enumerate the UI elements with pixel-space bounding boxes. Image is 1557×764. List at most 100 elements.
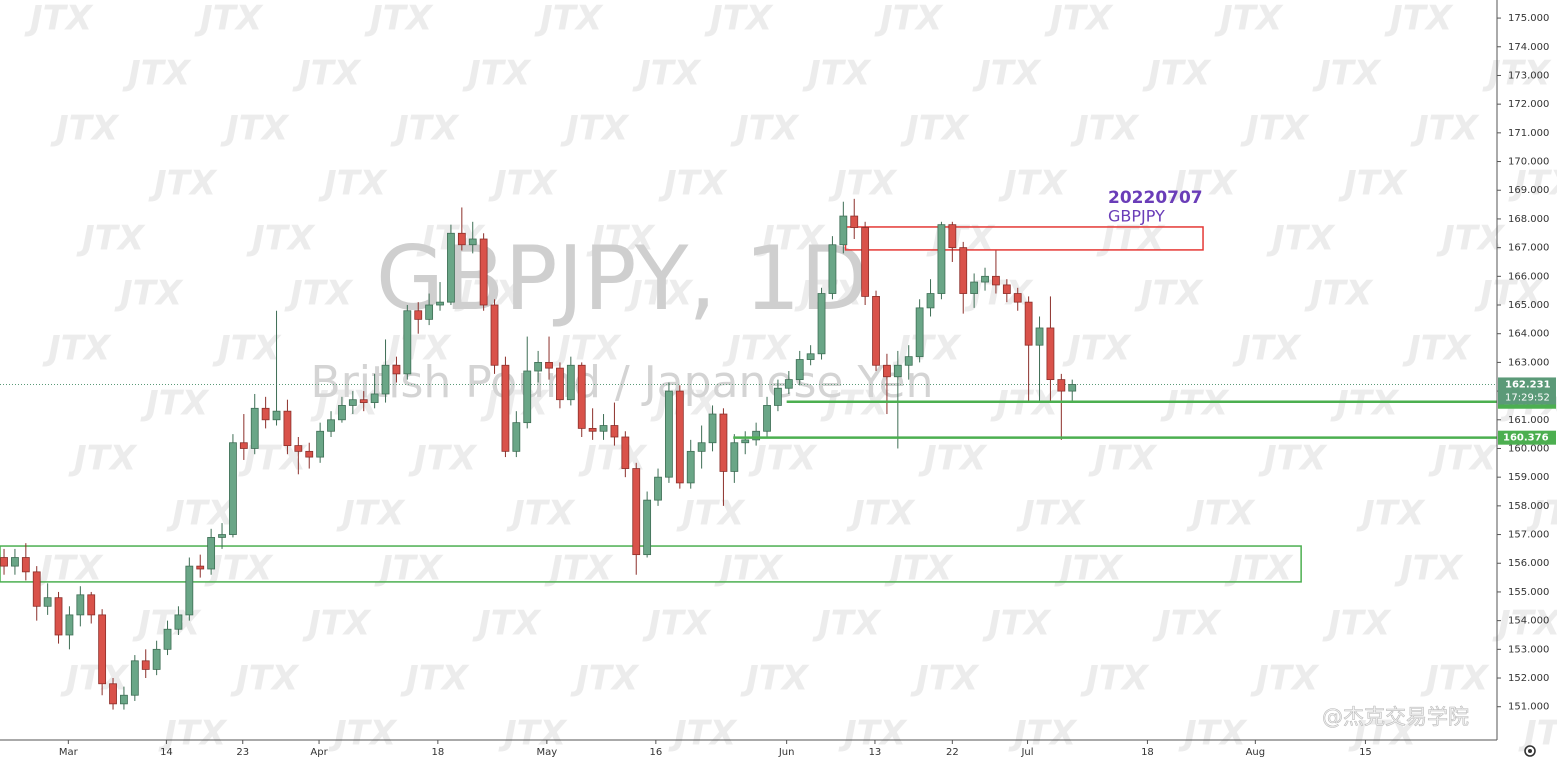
jtx-watermark: JTX [238, 439, 308, 479]
jtx-watermark: JTX [704, 0, 774, 39]
candle-body [425, 304, 434, 320]
candle-body [1024, 301, 1033, 346]
jtx-watermark: JTX [42, 329, 112, 369]
credit-watermark: @杰克交易学院 [1322, 705, 1469, 729]
jtx-watermark: JTX [1232, 329, 1302, 369]
candle-body [545, 361, 553, 369]
jtx-watermark: JTX [284, 274, 354, 314]
jtx-watermark: JTX [1160, 384, 1230, 424]
jtx-watermark: JTX [24, 0, 94, 39]
y-tick-label: 172.000 [1508, 99, 1549, 110]
candle-body [392, 364, 401, 375]
jtx-watermark: JTX [1088, 439, 1158, 479]
candle-body [839, 215, 848, 246]
jtx-watermark: JTX [1178, 714, 1248, 754]
candle-body [632, 468, 641, 556]
jtx-watermark: JTX [740, 659, 810, 699]
annotation-date: 20220707 [1108, 188, 1203, 208]
jtx-watermark: JTX [900, 109, 970, 149]
candle-body [1057, 379, 1066, 392]
candle-body [883, 364, 891, 378]
candle-body [11, 557, 19, 567]
jtx-watermark: JTX [756, 219, 826, 259]
jtx-watermark: JTX [1152, 604, 1222, 644]
candle-body [970, 281, 979, 294]
jtx-watermark: JTX [748, 439, 818, 479]
candle-body [774, 387, 782, 406]
jtx-watermark: JTX [972, 54, 1042, 94]
candle-body [730, 442, 739, 472]
jtx-watermark: JTX [1330, 384, 1400, 424]
jtx-watermark: JTX [624, 274, 694, 314]
candle-body [294, 445, 303, 452]
y-tick-label: 171.000 [1508, 128, 1549, 139]
settings-icon[interactable] [1524, 745, 1536, 757]
y-tick-label: 163.000 [1508, 357, 1549, 368]
candle-body [1046, 327, 1055, 381]
jtx-watermark: JTX [1508, 164, 1557, 204]
candle-body [207, 537, 216, 570]
candle-body [316, 430, 325, 458]
candle-body [229, 442, 237, 535]
jtx-watermark: JTX [1008, 714, 1078, 754]
jtx-watermark: JTX [68, 439, 138, 479]
plot [0, 198, 1497, 710]
jtx-watermark: JTX [246, 219, 316, 259]
annotation-symbol: GBPJPY [1108, 207, 1165, 226]
candle-body [141, 660, 150, 670]
x-tick-label: May [537, 747, 558, 758]
jtx-watermark: JTX [1428, 439, 1498, 479]
candle-body [643, 499, 652, 556]
jtx-watermark: JTX [1526, 494, 1557, 534]
candle-body [556, 367, 564, 401]
jtx-watermark: JTX [1312, 54, 1382, 94]
jtx-watermark: JTX [730, 109, 800, 149]
y-tick-label: 164.000 [1508, 329, 1549, 340]
x-tick-label: 22 [946, 747, 959, 758]
candle-body [599, 425, 608, 432]
x-tick-label: 15 [1359, 747, 1372, 758]
candle-body [992, 275, 1000, 286]
jtx-watermark: JTX [998, 164, 1068, 204]
y-tick-label: 153.000 [1508, 644, 1549, 655]
jtx-watermark: JTX [1356, 494, 1426, 534]
jtx-watermark: JTX [506, 494, 576, 534]
candle-body [272, 410, 281, 421]
y-tick-label: 173.000 [1508, 70, 1549, 81]
candle-body [479, 238, 488, 306]
jtx-watermark: JTX [918, 439, 988, 479]
x-tick-label: 13 [869, 747, 882, 758]
candle-body [348, 399, 357, 406]
candle-body [893, 364, 902, 378]
last-price-box [1498, 377, 1556, 405]
jtx-watermark: JTX [1266, 219, 1336, 259]
candle-body [98, 614, 107, 685]
jtx-watermark: JTX [838, 714, 908, 754]
jtx-watermark: JTX [1402, 329, 1472, 369]
candle-body [130, 660, 139, 696]
jtx-watermark: JTX [632, 54, 702, 94]
jtx-watermark: JTX [828, 164, 898, 204]
countdown: 17:29:52 [1505, 392, 1550, 403]
jtx-watermark: JTX [586, 219, 656, 259]
level-label-box [1498, 430, 1556, 445]
jtx-watermark: JTX [336, 494, 406, 534]
jtx-watermark: JTX [1080, 659, 1150, 699]
jtx-watermark: JTX [570, 659, 640, 699]
x-tick-label: 16 [649, 747, 662, 758]
jtx-watermark: JTX [230, 659, 300, 699]
candle-body [850, 215, 859, 228]
candle-body [665, 390, 673, 478]
y-tick-label: 157.000 [1508, 530, 1549, 541]
y-tick-label: 174.000 [1508, 42, 1549, 53]
jtx-watermark: JTX [1134, 274, 1204, 314]
candle-body [65, 614, 74, 636]
jtx-watermark: JTX [292, 54, 362, 94]
candle-body [523, 370, 532, 424]
jtx-watermark: JTX [982, 604, 1052, 644]
candle-body [763, 405, 771, 432]
jtx-watermark: JTX [534, 0, 604, 39]
y-tick-label: 156.000 [1508, 558, 1549, 569]
